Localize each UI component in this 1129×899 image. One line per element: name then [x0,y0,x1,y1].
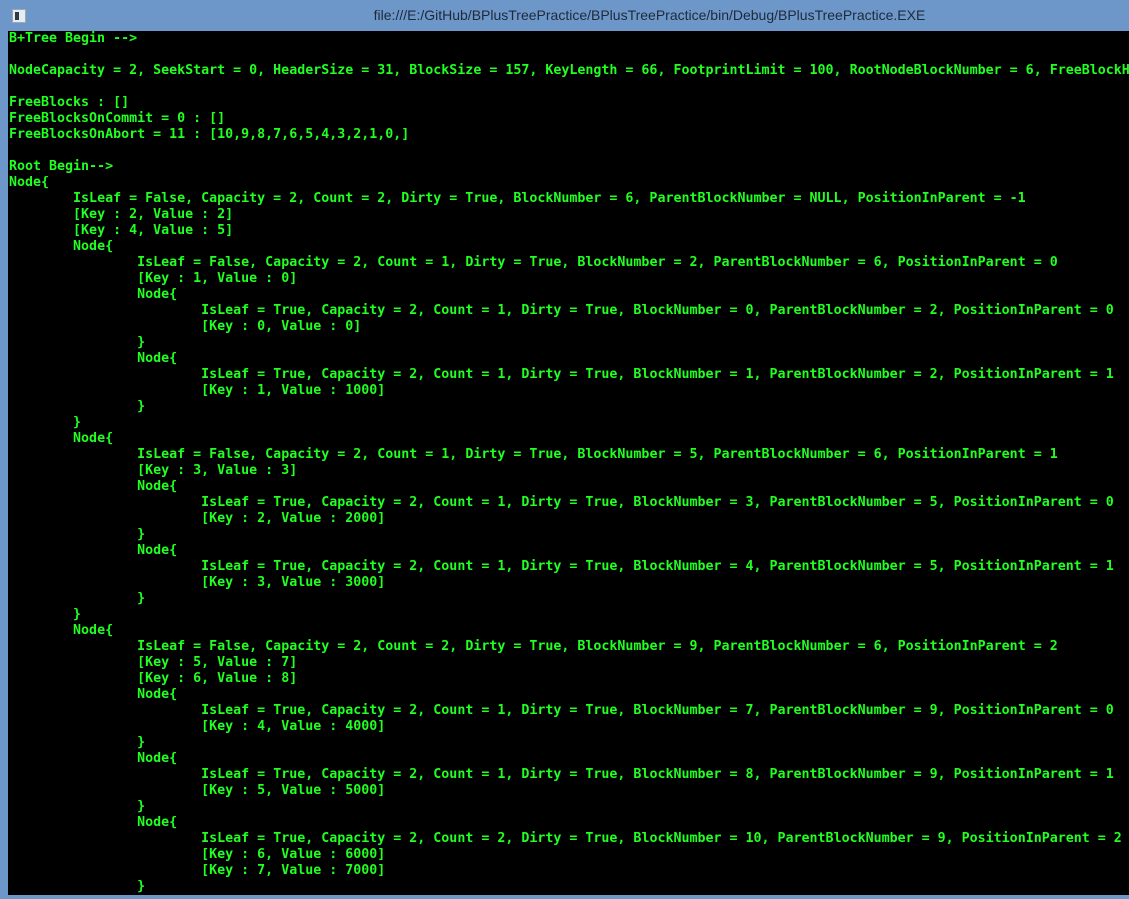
window-title: file:///E:/GitHub/BPlusTreePractice/BPlu… [373,7,926,23]
console-line: IsLeaf = True, Capacity = 2, Count = 1, … [9,367,1114,382]
console-line: } [9,335,146,350]
console-line: Node{ [9,815,178,830]
console-line: [Key : 6, Value : 6000] [9,847,386,862]
console-line: IsLeaf = True, Capacity = 2, Count = 2, … [9,831,1122,846]
console-line: IsLeaf = False, Capacity = 2, Count = 1,… [9,255,1058,270]
console-line: IsLeaf = True, Capacity = 2, Count = 1, … [9,559,1114,574]
console-line: [Key : 4, Value : 5] [9,223,234,238]
console-line: [Key : 5, Value : 5000] [9,783,386,798]
console-line: } [9,799,146,814]
console-line [8,79,1129,95]
console-line: } [9,415,82,430]
console-line: [Key : 2, Value : 2000] [9,511,386,526]
console-line: B+Tree Begin --> [9,31,138,46]
console-line: } [9,527,146,542]
console-line: FreeBlocksOnAbort = 11 : [10,9,8,7,6,5,4… [9,127,410,142]
console-line: } [9,607,82,622]
console-line: [Key : 7, Value : 7000] [9,863,386,878]
console-line: IsLeaf = True, Capacity = 2, Count = 1, … [9,495,1114,510]
console-line: Node{ [9,287,178,302]
console-line: [Key : 3, Value : 3000] [9,575,386,590]
console-line: IsLeaf = False, Capacity = 2, Count = 1,… [9,447,1058,462]
console-line [8,47,1129,63]
console-line: [Key : 4, Value : 4000] [9,719,386,734]
console-line: [Key : 3, Value : 3] [9,463,298,478]
console-line: [Key : 0, Value : 0] [9,319,362,334]
console-line: IsLeaf = True, Capacity = 2, Count = 1, … [9,767,1114,782]
console-line: IsLeaf = False, Capacity = 2, Count = 2,… [9,639,1058,654]
console-line: IsLeaf = True, Capacity = 2, Count = 1, … [9,703,1114,718]
console-line: [Key : 2, Value : 2] [9,207,234,222]
console-line: NodeCapacity = 2, SeekStart = 0, HeaderS… [9,63,1129,78]
title-bar[interactable]: file:///E:/GitHub/BPlusTreePractice/BPlu… [0,0,1129,31]
console-line: Node{ [9,175,50,190]
console-app-icon[interactable] [12,9,26,23]
console-line: [Key : 5, Value : 7] [9,655,298,670]
console-line: } [9,879,146,894]
console-line: Node{ [9,543,178,558]
console-line: Node{ [9,623,114,638]
console-line: [Key : 6, Value : 8] [9,671,298,686]
console-line: Node{ [9,479,178,494]
console-line: } [9,735,146,750]
console-line: Node{ [9,431,114,446]
console-line: IsLeaf = True, Capacity = 2, Count = 1, … [9,303,1114,318]
console-line: FreeBlocksOnCommit = 0 : [] [9,111,226,126]
console-line: } [9,399,146,414]
console-line: [Key : 1, Value : 1000] [9,383,386,398]
console-line: } [9,591,146,606]
console-line: Root Begin--> [9,159,114,174]
console-output[interactable]: B+Tree Begin --> NodeCapacity = 2, SeekSt… [8,31,1129,895]
console-line: Node{ [9,751,178,766]
console-line: Node{ [9,239,114,254]
console-line: [Key : 1, Value : 0] [9,271,298,286]
console-line: Node{ [9,351,178,366]
console-line: FreeBlocks : [] [9,95,130,110]
console-line: IsLeaf = False, Capacity = 2, Count = 2,… [9,191,1026,206]
console-line: Node{ [9,687,178,702]
console-line [8,143,1129,159]
